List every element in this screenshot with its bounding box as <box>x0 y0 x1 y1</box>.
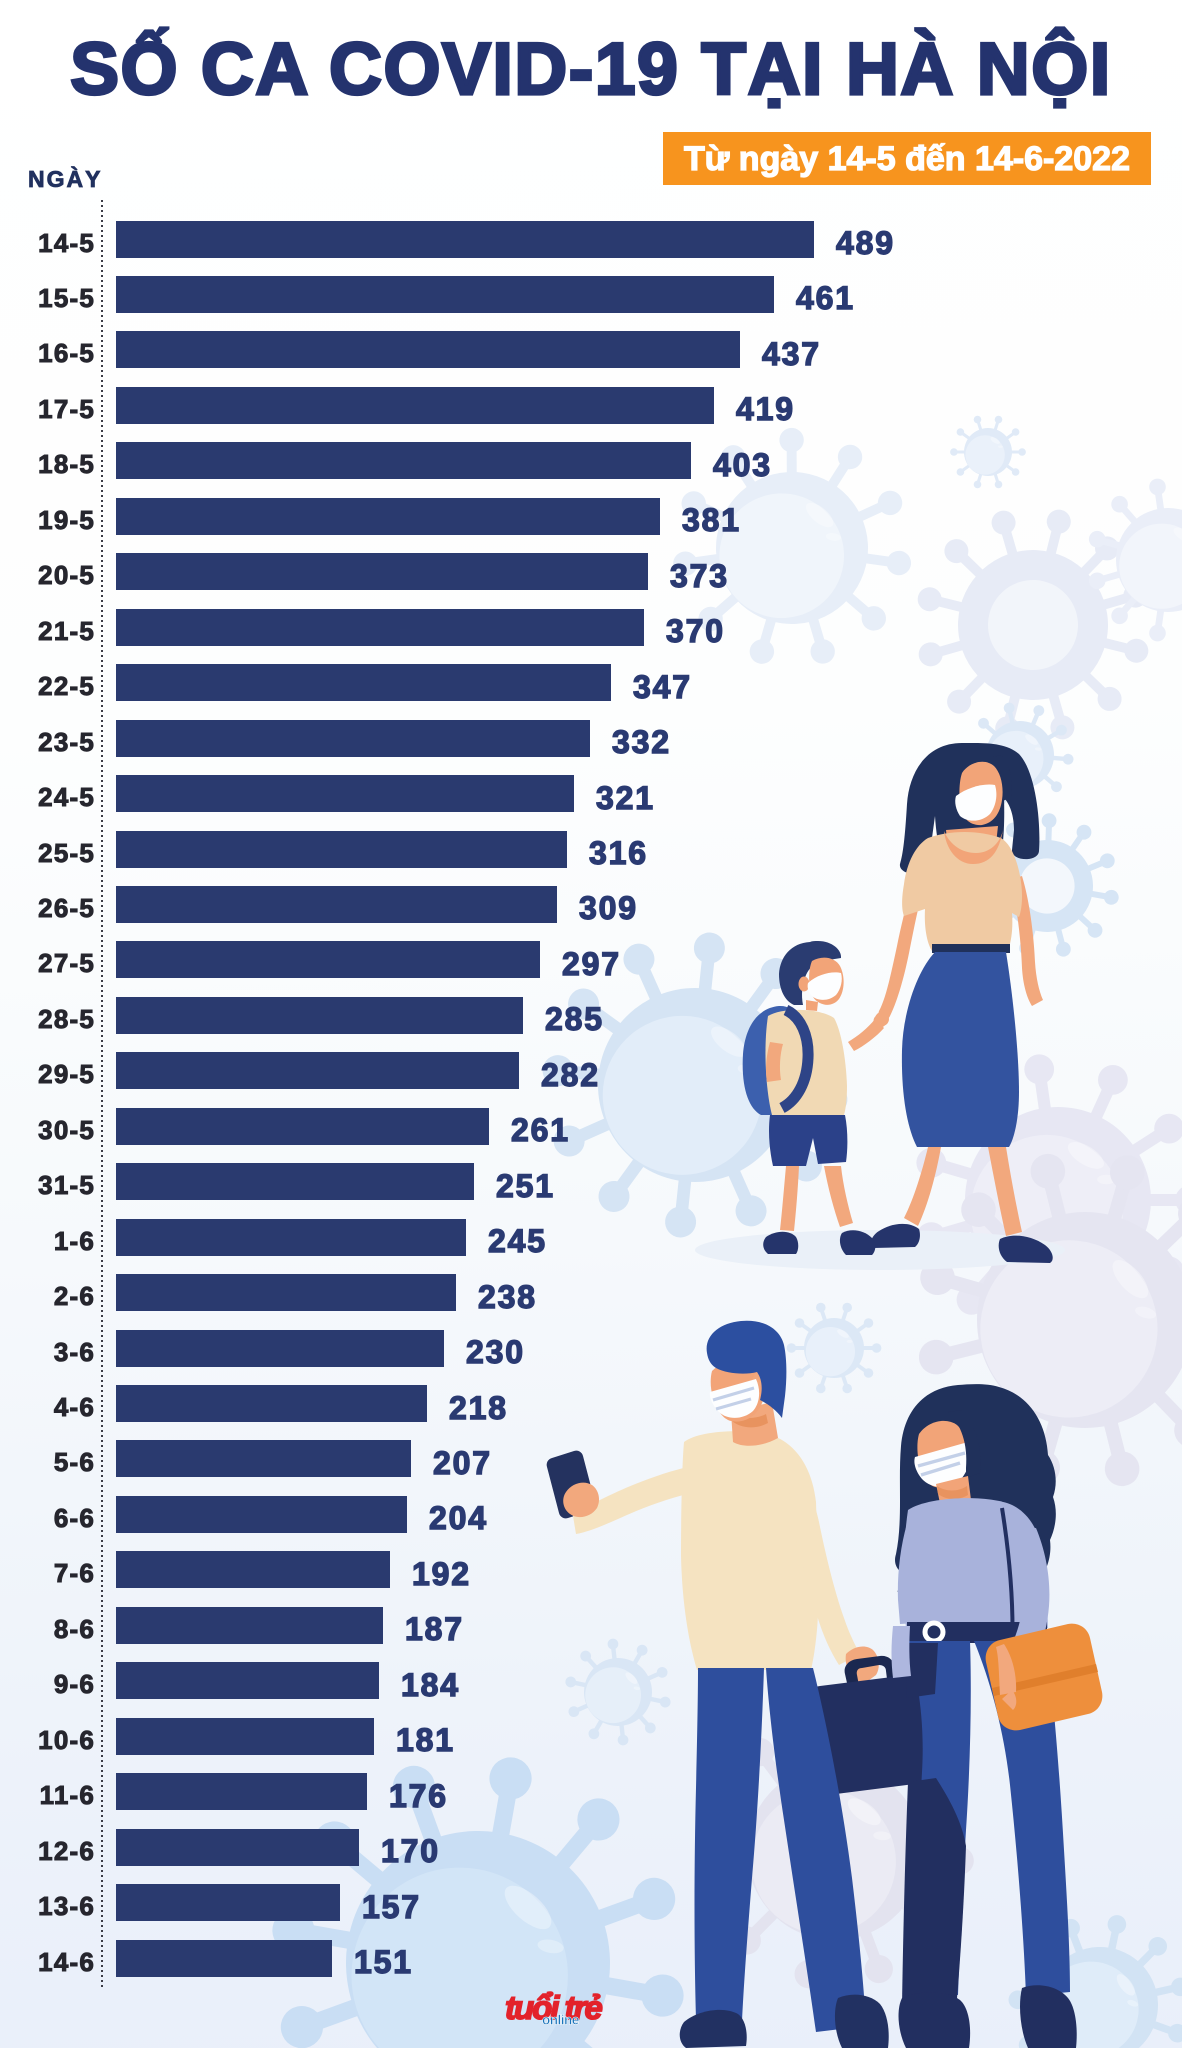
svg-text:tuổi trẻ: tuổi trẻ <box>505 1989 602 2026</box>
svg-text:online: online <box>542 2013 580 2028</box>
